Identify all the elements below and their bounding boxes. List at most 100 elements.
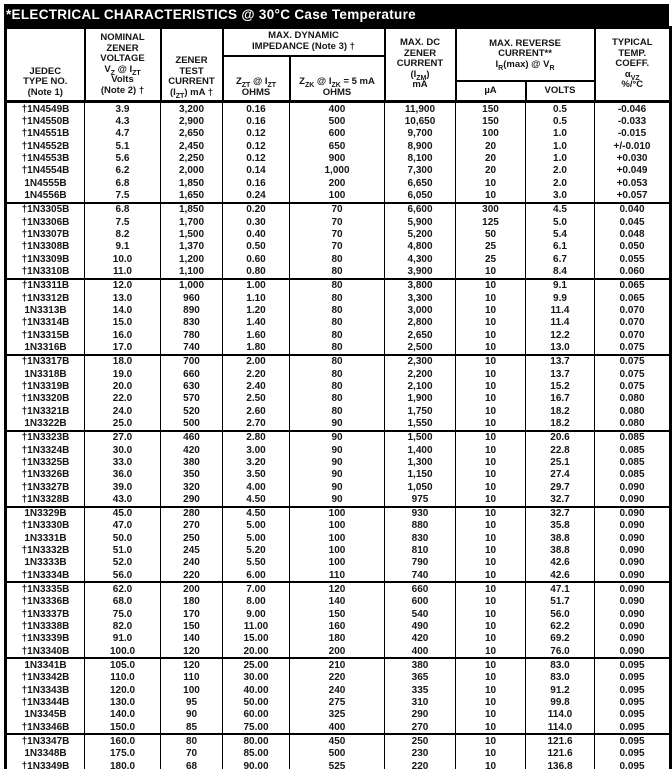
cell-reverse-voltage: 69.2 [524,632,596,646]
header-zener-test-current: ZENER TEST CURRENT (IZT) mA † [159,26,224,103]
cell-jedec-type-no: †1N3306B [5,215,85,229]
cell-max-dc-zener-current: 600 [384,595,456,609]
cell-temp-coeff: 0.095 [594,708,672,722]
cell-zener-test-current: 170 [160,608,223,621]
cell-zzk-impedance: 1,000 [289,164,385,177]
cell-zzk-impedance: 80 [289,404,385,418]
cell-max-dc-zener-current: 4,300 [384,252,456,266]
cell-temp-coeff: 0.090 [594,595,672,609]
cell-temp-coeff: 0.075 [594,367,672,381]
cell-zzt-impedance: 0.14 [222,164,290,177]
cell-zzk-impedance: 900 [289,152,385,165]
cell-zzt-impedance: 0.24 [222,189,290,203]
cell-nominal-zener-voltage: 6.8 [84,202,161,216]
cell-zzt-impedance: 0.16 [222,176,290,190]
cell-max-dc-zener-current: 400 [384,645,456,659]
cell-reverse-current-ua: 10 [455,760,526,769]
table-row: 1N3333B 52.0 240 5.50 100 790 10 42.6 0.090 [5,556,672,570]
cell-zzt-impedance: 0.16 [222,115,290,128]
cell-nominal-zener-voltage: 16.0 [84,328,161,342]
cell-max-dc-zener-current: 380 [384,658,456,672]
cell-temp-coeff: 0.095 [594,721,672,735]
cell-max-dc-zener-current: 3,800 [384,278,456,292]
cell-zener-test-current: 740 [160,341,223,355]
cell-zzk-impedance: 400 [289,721,385,735]
cell-reverse-current-ua: 20 [455,164,526,177]
cell-reverse-current-ua: 10 [455,506,526,520]
cell-reverse-current-ua: 10 [455,493,526,507]
cell-nominal-zener-voltage: 10.0 [84,252,161,266]
cell-nominal-zener-voltage: 36.0 [84,468,161,481]
cell-zener-test-current: 2,650 [160,127,223,140]
cell-max-dc-zener-current: 1,550 [384,417,456,431]
cell-zzt-impedance: 4.50 [222,493,290,507]
cell-zener-test-current: 570 [160,392,223,405]
cell-reverse-current-ua: 150 [455,101,526,116]
cell-jedec-type-no: 1N4556B [5,189,85,203]
cell-temp-coeff: 0.095 [594,671,672,685]
cell-nominal-zener-voltage: 4.7 [84,127,161,140]
cell-zener-test-current: 280 [160,506,223,520]
cell-max-dc-zener-current: 270 [384,721,456,735]
cell-reverse-current-ua: 10 [455,456,526,469]
cell-max-dc-zener-current: 830 [384,532,456,545]
cell-reverse-current-ua: 10 [455,658,526,672]
cell-zzt-impedance: 2.50 [222,392,290,405]
table-row: †1N3328B 43.0 290 4.50 90 975 10 32.7 0.090 [5,493,672,507]
table-row: 1N3318B 19.0 660 2.20 80 2,200 10 13.7 0.075 [5,367,672,381]
cell-nominal-zener-voltage: 18.0 [84,354,161,368]
table-row: †1N3337B 75.0 170 9.00 150 540 10 56.0 0.090 [5,608,672,621]
cell-zzk-impedance: 80 [289,304,385,317]
cell-max-dc-zener-current: 220 [384,760,456,769]
cell-zzk-impedance: 100 [289,506,385,520]
cell-zzk-impedance: 220 [289,671,385,685]
cell-zzk-impedance: 525 [289,760,385,769]
table-row: †1N3347B 160.0 80 80.00 450 250 10 121.6 0.095 [5,734,672,748]
cell-zener-test-current: 830 [160,316,223,329]
cell-temp-coeff: 0.090 [594,632,672,646]
cell-reverse-current-ua: 10 [455,556,526,570]
cell-nominal-zener-voltage: 30.0 [84,443,161,457]
cell-zzk-impedance: 120 [289,582,385,596]
cell-nominal-zener-voltage: 110.0 [84,671,161,685]
cell-zener-test-current: 500 [160,417,223,431]
table-row: †1N3311B 12.0 1,000 1.00 80 3,800 10 9.1 0.065 [5,278,672,292]
table-row: †1N4551B 4.7 2,650 0.12 600 9,700 100 1.0 -0.015 [5,127,672,140]
table-row: †1N3317B 18.0 700 2.00 80 2,300 10 13.7 0.075 [5,354,672,368]
cell-reverse-voltage: 3.0 [524,189,596,203]
row-group: †1N3305B 6.8 1,850 0.20 70 6,600 300 4.5 0.040 †1… [5,202,672,279]
cell-max-dc-zener-current: 365 [384,671,456,685]
cell-temp-coeff: 0.045 [594,215,672,229]
cell-temp-coeff: 0.075 [594,380,672,393]
cell-max-dc-zener-current: 3,000 [384,304,456,317]
table-row: †1N3326B 36.0 350 3.50 90 1,150 10 27.4 0.085 [5,468,672,481]
cell-max-dc-zener-current: 660 [384,582,456,596]
cell-reverse-voltage: 42.6 [524,556,596,570]
cell-reverse-current-ua: 10 [455,443,526,457]
cell-jedec-type-no: 1N3348B [5,747,85,761]
cell-reverse-current-ua: 10 [455,721,526,735]
cell-reverse-voltage: 47.1 [524,582,596,596]
cell-zzt-impedance: 30.00 [222,671,290,685]
table-row: †1N3307B 8.2 1,500 0.40 70 5,200 50 5.4 0.048 [5,228,672,241]
cell-jedec-type-no: †1N3340B [5,645,85,659]
cell-zzk-impedance: 70 [289,202,385,216]
cell-zzt-impedance: 7.00 [222,582,290,596]
cell-temp-coeff: 0.065 [594,278,672,292]
cell-max-dc-zener-current: 1,050 [384,480,456,494]
cell-reverse-voltage: 29.7 [524,480,596,494]
cell-zener-test-current: 380 [160,456,223,469]
table-row: †1N4554B 6.2 2,000 0.14 1,000 7,300 20 2.0 +0.04… [5,164,672,177]
cell-zzt-impedance: 40.00 [222,684,290,697]
cell-reverse-current-ua: 10 [455,645,526,659]
cell-reverse-current-ua: 10 [455,367,526,381]
cell-nominal-zener-voltage: 47.0 [84,519,161,533]
cell-nominal-zener-voltage: 52.0 [84,556,161,570]
cell-temp-coeff: -0.046 [594,101,672,116]
table-row: 1N3316B 17.0 740 1.80 80 2,500 10 13.0 0.075 [5,341,672,355]
cell-max-dc-zener-current: 250 [384,734,456,748]
cell-nominal-zener-voltage: 24.0 [84,404,161,418]
cell-temp-coeff: 0.090 [594,506,672,520]
cell-reverse-current-ua: 150 [455,115,526,128]
cell-zener-test-current: 1,370 [160,240,223,253]
